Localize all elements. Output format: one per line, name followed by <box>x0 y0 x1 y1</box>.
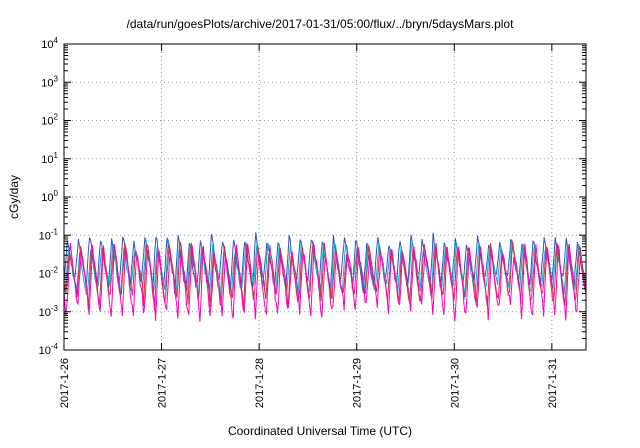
x-tick-label: 2017-1-30 <box>449 358 461 408</box>
series-line-red <box>64 241 586 312</box>
series-group <box>64 232 586 322</box>
axis-frame <box>63 43 587 351</box>
y-tick-label: 10-1 <box>39 227 59 242</box>
x-tick-label: 2017-1-26 <box>59 358 71 408</box>
x-tick-label: 2017-1-29 <box>352 358 364 408</box>
y-axis-label: cGy/day <box>7 174 21 220</box>
y-tick-label: 10-4 <box>39 342 59 357</box>
x-tick-label: 2017-1-31 <box>547 358 559 408</box>
series-line-magenta <box>64 243 586 322</box>
y-tick-label: 100 <box>41 189 58 204</box>
grid-lines <box>63 43 586 351</box>
y-tick-label: 101 <box>41 151 58 166</box>
x-axis-label: Coordinated Universal Time (UTC) <box>227 424 413 438</box>
y-tick-label: 10-2 <box>39 266 59 281</box>
x-tick-label: 2017-1-27 <box>157 358 169 408</box>
y-tick-label: 104 <box>41 36 58 51</box>
y-tick-label: 10-3 <box>39 304 59 319</box>
x-tick-label: 2017-1-28 <box>254 358 266 408</box>
y-tick-label: 103 <box>41 74 58 89</box>
chart-title: /data/run/goesPlots/archive/2017-01-31/0… <box>126 17 514 31</box>
y-tick-label: 102 <box>41 113 58 128</box>
axis-tick-labels: 104 103 102 101 100 10-1 10-2 10-3 10-42017-1-26… <box>39 36 559 408</box>
